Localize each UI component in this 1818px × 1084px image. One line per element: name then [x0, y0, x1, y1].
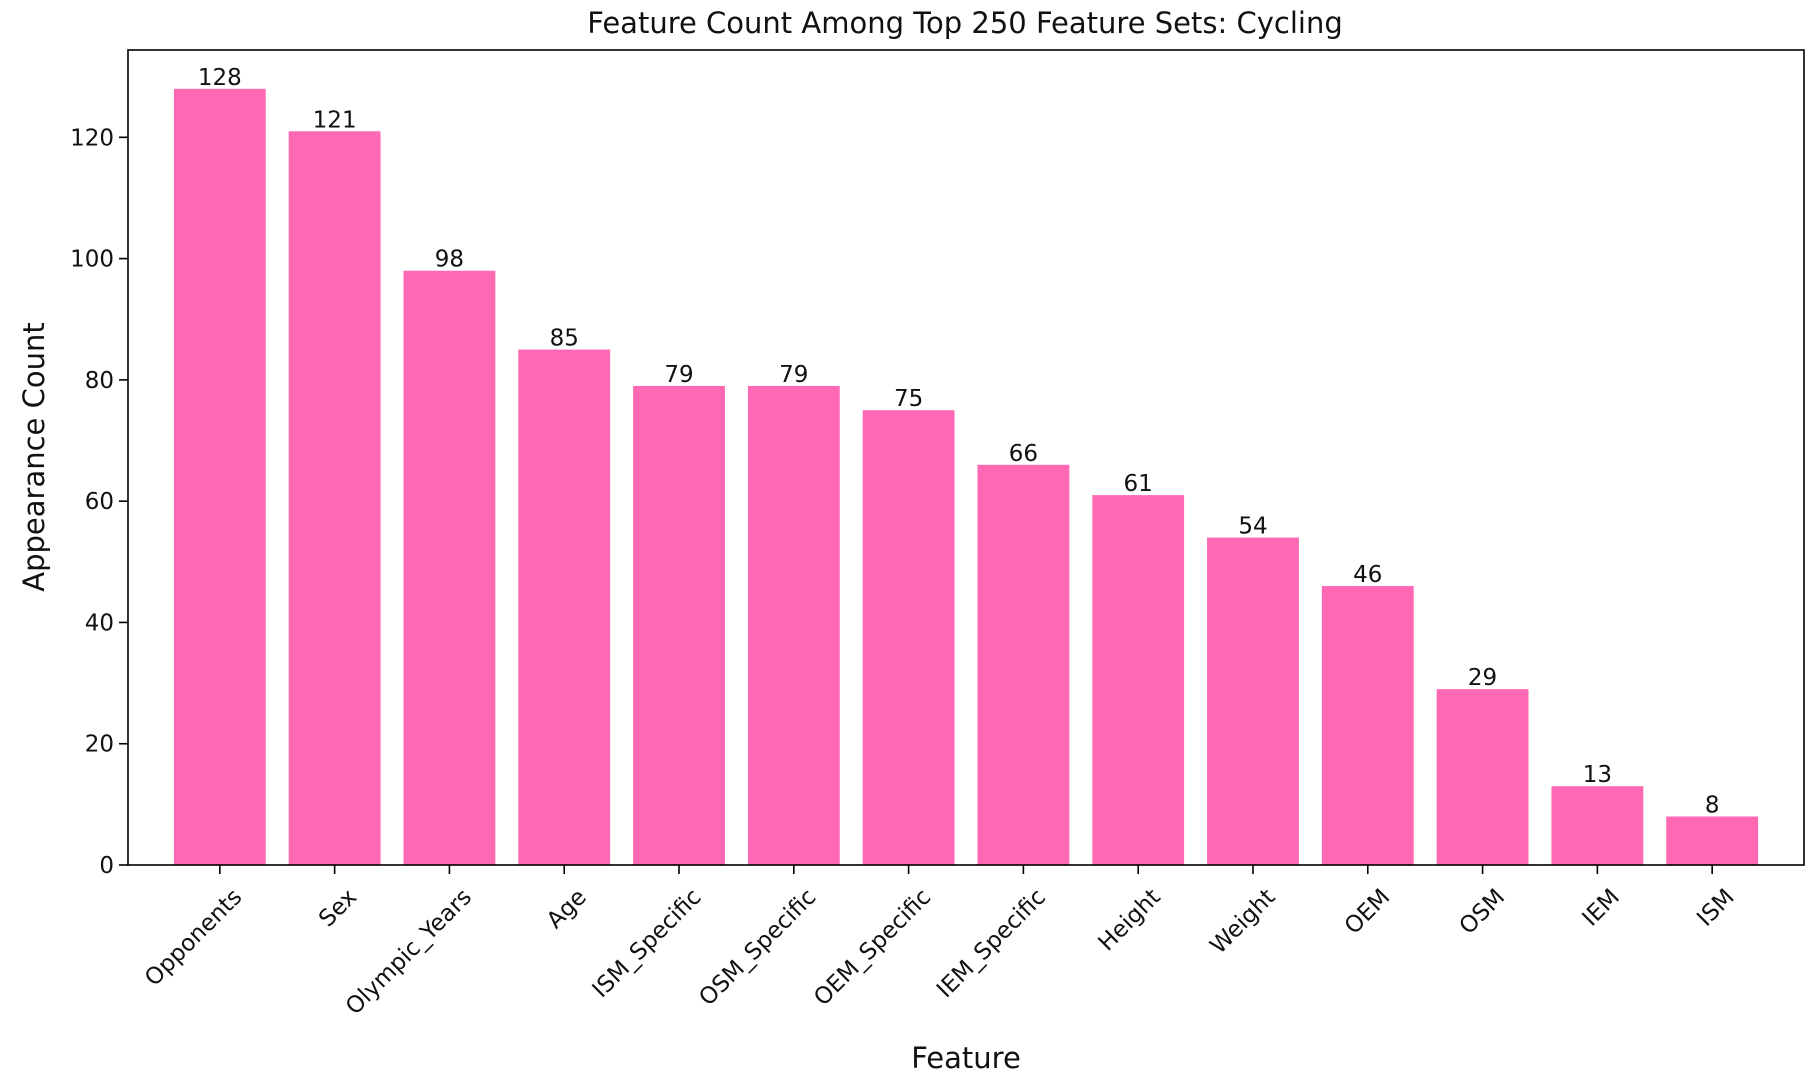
bar-ism — [1666, 816, 1759, 865]
value-label-opponents: 128 — [198, 65, 242, 91]
bar-weight — [1207, 537, 1299, 865]
x-tick-label: Age — [542, 884, 592, 934]
x-tick-label: Olympic_Years — [341, 884, 477, 1020]
x-tick-label: OEM — [1340, 884, 1395, 939]
x-tick-label: ISM_Specific — [588, 884, 707, 1003]
value-label-ism-specific: 79 — [664, 362, 693, 388]
bar-iem — [1551, 786, 1644, 865]
x-axis-label: Feature — [911, 1041, 1021, 1075]
value-label-height: 61 — [1124, 471, 1153, 497]
y-tick-label: 100 — [70, 247, 114, 273]
x-tick-label: Sex — [314, 884, 362, 932]
value-label-oem-specific: 75 — [894, 386, 923, 412]
y-tick-label: 40 — [85, 610, 114, 636]
x-tick-label: Height — [1094, 884, 1166, 956]
y-tick-label: 120 — [70, 125, 114, 151]
bar-iem-specific — [977, 464, 1070, 865]
value-label-ism: 8 — [1705, 792, 1720, 818]
y-tick-label: 0 — [99, 853, 114, 879]
y-axis: 0 20 40 60 80 100 120 — [70, 125, 128, 879]
bar-opponents — [173, 88, 266, 866]
x-tick-label: OSM_Specific — [694, 884, 821, 1011]
x-tick-label: ISM — [1692, 884, 1740, 932]
value-label-olympic-years: 98 — [435, 247, 464, 273]
value-label-osm: 29 — [1468, 665, 1497, 691]
bar-olympic-years — [403, 270, 496, 866]
value-label-iem: 13 — [1583, 762, 1612, 788]
bar-oem-specific — [862, 410, 955, 865]
bar-osm — [1436, 689, 1529, 865]
chart-title: Feature Count Among Top 250 Feature Sets… — [587, 6, 1343, 40]
value-labels-layer: 128 121 98 85 79 79 75 66 61 54 46 29 13 8 — [198, 65, 1720, 819]
value-label-age: 85 — [550, 326, 579, 352]
value-label-weight: 54 — [1238, 514, 1267, 540]
bar-oem — [1321, 586, 1414, 865]
x-tick-label: Opponents — [140, 884, 247, 991]
y-tick-label: 60 — [85, 489, 114, 515]
x-tick-label: OSM — [1455, 884, 1511, 940]
bar-sex — [288, 131, 381, 865]
y-tick-label: 20 — [85, 732, 114, 758]
value-label-osm-specific: 79 — [779, 362, 808, 388]
bar-age — [518, 349, 611, 865]
x-tick-label: IEM — [1577, 884, 1624, 931]
value-label-sex: 121 — [313, 107, 357, 133]
x-tick-label: OEM_Specific — [809, 884, 936, 1011]
x-tick-label: IEM_Specific — [932, 884, 1051, 1003]
bar-height — [1092, 495, 1185, 865]
bars-layer — [173, 88, 1759, 866]
bar-ism-specific — [633, 385, 725, 865]
x-tick-label: Weight — [1205, 884, 1280, 959]
plot-frame — [127, 49, 1805, 866]
bar-osm-specific — [747, 385, 840, 865]
value-label-oem: 46 — [1353, 562, 1382, 588]
y-axis-label: Appearance Count — [17, 322, 51, 591]
value-label-iem-specific: 66 — [1009, 441, 1038, 467]
y-tick-label: 80 — [85, 368, 114, 394]
